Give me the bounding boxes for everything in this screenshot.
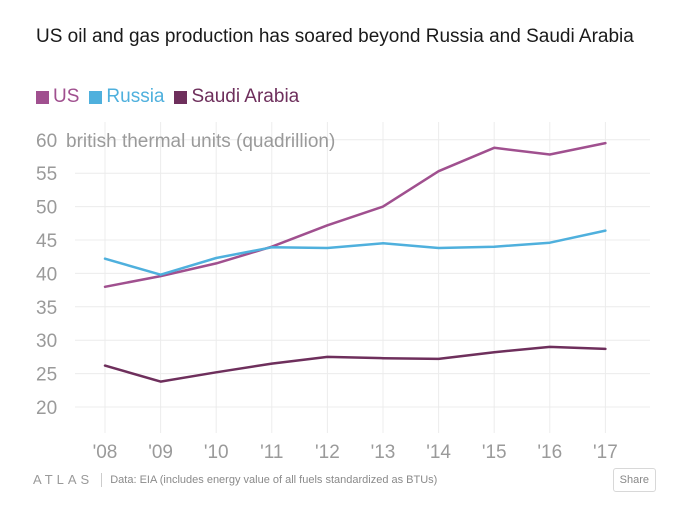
legend-label-us: US [53,86,80,107]
y-tick-label: 35 [36,298,57,319]
x-tick-label: '17 [593,442,618,463]
series-line-saudi-arabia [103,345,607,383]
y-tick-label: 20 [36,398,57,419]
legend-item-saudi-arabia: Saudi Arabia [174,85,299,109]
atlas-logo: ATLAS [33,472,94,487]
legend-swatch-russia [89,90,103,104]
chart-title: US oil and gas production has soared bey… [36,26,634,47]
legend: US Russia Saudi Arabia [36,85,299,109]
legend-swatch-saudi-arabia [174,90,188,104]
y-tick-label: 60 [36,131,57,152]
y-tick-label: 55 [36,164,57,185]
x-tick-label: '09 [148,442,173,463]
source-note: Data: EIA (includes energy value of all … [110,473,438,486]
legend-item-us: US [36,85,79,109]
y-tick-label: 25 [36,365,57,386]
y-tick-label: 30 [36,331,57,352]
x-tick-label: '10 [204,442,229,463]
legend-label-saudi-arabia: Saudi Arabia [191,86,300,107]
legend-swatch-us [36,90,49,104]
footer-divider [101,472,103,487]
x-tick-label: '11 [260,442,283,463]
y-tick-label: 40 [36,264,57,285]
y-axis-label: british thermal units (quadrillion) [66,131,335,152]
x-tick-label: '16 [537,442,562,463]
y-tick-label: 45 [36,231,57,252]
y-tick-label: 50 [36,198,57,219]
x-tick-label: '12 [315,442,340,463]
series-line-russia [103,229,607,276]
share-button[interactable]: Share [612,468,656,492]
legend-item-russia: Russia [89,85,164,109]
x-tick-label: '15 [482,442,507,463]
x-tick-label: '08 [93,442,118,463]
footer: ATLAS Data: EIA (includes energy value o… [33,472,437,487]
x-tick-label: '14 [426,442,451,463]
series-line-us [103,141,607,289]
legend-label-russia: Russia [106,86,165,107]
x-tick-label: '13 [371,442,396,463]
